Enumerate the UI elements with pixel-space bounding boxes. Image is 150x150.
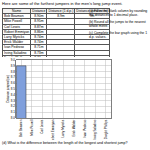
svg-text:Carl Lewis: Carl Lewis (40, 119, 44, 134)
svg-text:Larry Myricks: Larry Myricks (61, 119, 65, 137)
svg-text:Distance jumped (m): Distance jumped (m) (6, 75, 10, 103)
svg-text:8.8: 8.8 (11, 70, 16, 74)
svg-text:8.5: 8.5 (11, 87, 16, 91)
svg-text:Mike Powell: Mike Powell (30, 119, 34, 135)
svg-text:Bob Beamon: Bob Beamon (19, 119, 23, 137)
svg-text:8.1: 8.1 (11, 110, 16, 114)
svg-text:Erick Walder: Erick Walder (72, 120, 76, 137)
svg-text:8.9: 8.9 (11, 64, 16, 68)
svg-text:Dwight Phillips: Dwight Phillips (104, 119, 108, 139)
svg-text:8.2: 8.2 (11, 104, 16, 108)
svg-text:8.0: 8.0 (11, 116, 16, 120)
svg-text:8.7: 8.7 (11, 75, 16, 79)
svg-text:8.3: 8.3 (11, 99, 16, 103)
svg-text:9.0: 9.0 (11, 58, 16, 62)
svg-text:8.4: 8.4 (11, 93, 16, 97)
svg-text:Ivan Pedroso: Ivan Pedroso (83, 119, 87, 137)
svg-text:8.6: 8.6 (11, 81, 16, 85)
svg-text:Irving Saladino: Irving Saladino (93, 119, 97, 139)
svg-text:Robert Emmiyan: Robert Emmiyan (51, 119, 55, 140)
